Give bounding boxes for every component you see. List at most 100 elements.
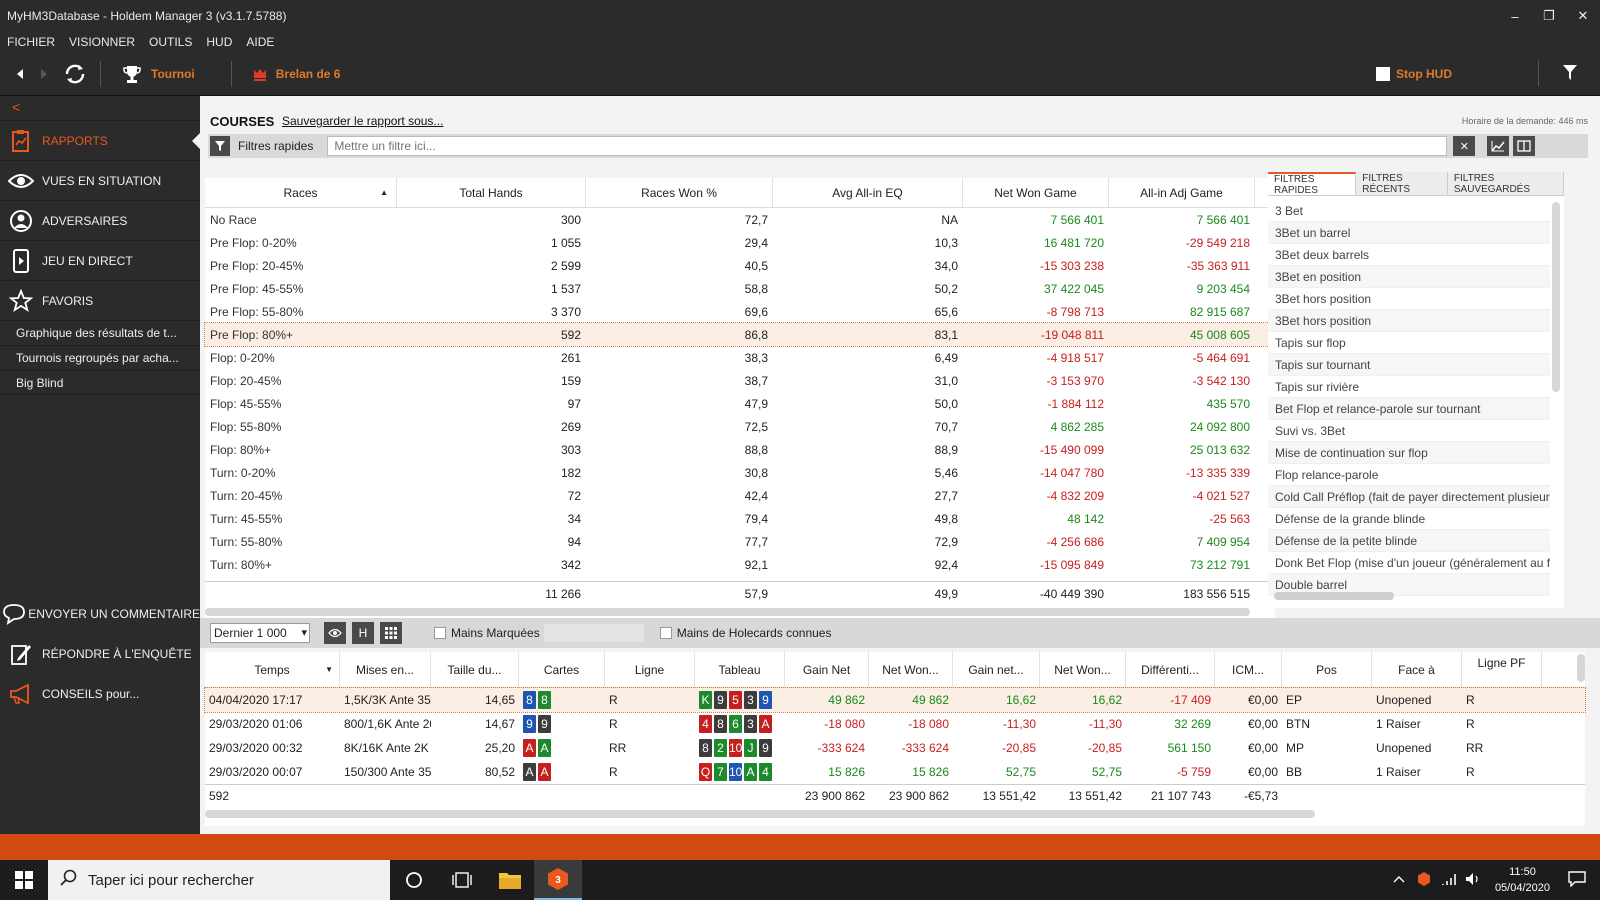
sidebar-item-commentaire[interactable]: ENVOYER UN COMMENTAIRE: [0, 594, 200, 634]
clear-filter-icon[interactable]: ✕: [1453, 136, 1476, 156]
menu-hud[interactable]: HUD: [206, 35, 233, 49]
stop-hud-label[interactable]: Stop HUD: [1396, 67, 1452, 81]
table-row[interactable]: Turn: 55-80% 94 77,7 72,9 -4 256 686 7 409 95…: [205, 530, 1275, 553]
layout-toggle-icon[interactable]: [1513, 136, 1536, 156]
column-header-net-won[interactable]: Net Won...: [869, 652, 953, 687]
windows-start-icon[interactable]: [0, 860, 48, 900]
column-header-races-won[interactable]: Races Won %: [586, 178, 773, 207]
file-explorer-icon[interactable]: [486, 860, 534, 900]
column-header-taille[interactable]: Taille du...: [431, 652, 519, 687]
vertical-scrollbar[interactable]: [1552, 202, 1560, 392]
menu-visionner[interactable]: VISIONNER: [69, 35, 136, 49]
column-header-cartes[interactable]: Cartes: [519, 652, 605, 687]
grid-view-icon[interactable]: [380, 622, 402, 644]
wifi-icon[interactable]: [1441, 872, 1457, 889]
table-row[interactable]: Pre Flop: 20-45% 2 599 40,5 34,0 -15 303 238…: [205, 254, 1275, 277]
quick-filter-item[interactable]: 3Bet un barrel: [1268, 222, 1550, 244]
quick-filter-item[interactable]: Donk Bet Flop (mise d'un joueur (général…: [1268, 552, 1550, 574]
quick-filter-item[interactable]: 3Bet deux barrels: [1268, 244, 1550, 266]
sidebar-item-enquete[interactable]: RÉPONDRE À L'ENQUÊTE: [0, 634, 200, 674]
maximize-icon[interactable]: ❐: [1543, 8, 1555, 23]
filter-input[interactable]: [327, 136, 1448, 156]
eye-toggle-icon[interactable]: [324, 622, 346, 644]
tray-chevron-up-icon[interactable]: [1393, 874, 1405, 886]
table-row[interactable]: No Race 300 72,7 NA 7 566 401 7 566 401: [205, 208, 1275, 231]
sidebar-item-vues[interactable]: VUES EN SITUATION: [0, 160, 200, 200]
quick-filter-item[interactable]: Flop relance-parole: [1268, 464, 1550, 486]
table-row[interactable]: Flop: 0-20% 261 38,3 6,49 -4 918 517 -5 464 6…: [205, 346, 1275, 369]
horizontal-scrollbar[interactable]: [205, 810, 1315, 818]
tab-filtres-sauvegardes[interactable]: FILTRES SAUVEGARDÉS: [1447, 172, 1564, 195]
table-row[interactable]: Turn: 0-20% 182 30,8 5,46 -14 047 780 -13 335…: [205, 461, 1275, 484]
menu-aide[interactable]: AIDE: [246, 35, 275, 49]
tab-filtres-rapides[interactable]: FILTRES RAPIDES: [1268, 172, 1357, 196]
quick-filter-item[interactable]: 3 Bet: [1268, 200, 1550, 222]
favorite-item[interactable]: Tournois regroupés par acha...: [0, 345, 200, 370]
table-row[interactable]: Pre Flop: 55-80% 3 370 69,6 65,6 -8 798 713 8…: [205, 300, 1275, 323]
filter-funnel-icon[interactable]: [1562, 64, 1578, 82]
table-row[interactable]: Pre Flop: 45-55% 1 537 58,8 50,2 37 422 045 9…: [205, 277, 1275, 300]
stop-hud-checkbox[interactable]: [1376, 67, 1390, 81]
horizontal-scrollbar[interactable]: [205, 608, 1250, 616]
quick-filter-item[interactable]: Tapis sur rivière: [1268, 376, 1550, 398]
volume-icon[interactable]: [1465, 872, 1481, 889]
quick-filter-item[interactable]: 3Bet hors position: [1268, 310, 1550, 332]
horizontal-scrollbar[interactable]: [1274, 592, 1394, 600]
quick-filter-item[interactable]: Double barrel: [1268, 574, 1550, 596]
quick-filter-item[interactable]: 3Bet en position: [1268, 266, 1550, 288]
clock[interactable]: 11:50 05/04/2020: [1495, 864, 1550, 896]
hand-row[interactable]: 04/04/2020 17:17 1,5K/3K Ante 35 14,65 8 8 R K…: [204, 687, 1586, 713]
marked-hands-checkbox[interactable]: [434, 627, 446, 639]
sidebar-item-favoris[interactable]: FAVORIS: [0, 280, 200, 320]
column-header-ligne[interactable]: Ligne: [605, 652, 695, 687]
sidebar-item-adversaires[interactable]: ADVERSAIRES: [0, 200, 200, 240]
column-header-gain-net-bb[interactable]: Gain net...: [953, 652, 1040, 687]
favorite-item[interactable]: Graphique des résultats de t...: [0, 320, 200, 345]
column-header-pos[interactable]: Pos: [1282, 652, 1372, 687]
table-row[interactable]: Pre Flop: 0-20% 1 055 29,4 10,3 16 481 720 -2…: [205, 231, 1275, 254]
quick-filter-item[interactable]: Bet Flop et relance-parole sur tournant: [1268, 398, 1550, 420]
sidebar-item-conseils[interactable]: CONSEILS pour...: [0, 674, 200, 714]
quick-filter-item[interactable]: Tapis sur tournant: [1268, 354, 1550, 376]
marked-hands-field[interactable]: [543, 624, 644, 642]
refresh-icon[interactable]: [62, 62, 88, 86]
column-header-avg-allin-eq[interactable]: Avg All-in EQ: [773, 178, 963, 207]
column-header-net-won-game[interactable]: Net Won Game: [963, 178, 1109, 207]
taskbar-search[interactable]: Taper ici pour rechercher: [48, 860, 390, 900]
table-row[interactable]: Flop: 20-45% 159 38,7 31,0 -3 153 970 -3 542 …: [205, 369, 1275, 392]
minimize-icon[interactable]: –: [1511, 8, 1519, 24]
quick-filter-item[interactable]: Cold Call Préflop (fait de payer directe…: [1268, 486, 1550, 508]
column-header-difference[interactable]: Différenti...: [1126, 652, 1215, 687]
column-header-mises[interactable]: Mises en...: [340, 652, 431, 687]
sidebar-item-jeu-direct[interactable]: JEU EN DIRECT: [0, 240, 200, 280]
notifications-icon[interactable]: [1568, 870, 1586, 890]
task-view-icon[interactable]: [438, 860, 486, 900]
menu-fichier[interactable]: FICHIER: [7, 35, 55, 49]
hand-row[interactable]: 29/03/2020 00:32 8K/16K Ante 2K 25,20 A A RR 8…: [205, 736, 1585, 760]
cortana-icon[interactable]: [390, 860, 438, 900]
column-header-ligne-pf[interactable]: Ligne PF: [1462, 652, 1542, 687]
forward-arrow-icon[interactable]: [36, 68, 52, 80]
close-icon[interactable]: ✕: [1577, 8, 1589, 23]
h-button[interactable]: H: [352, 622, 374, 644]
column-header-allin-adj-game[interactable]: All-in Adj Game: [1109, 178, 1255, 207]
sidebar-item-rapports[interactable]: RAPPORTS: [0, 120, 200, 160]
hand-range-select[interactable]: Dernier 1 000: [210, 623, 310, 643]
sidebar-collapse-button[interactable]: <: [12, 99, 21, 115]
menu-outils[interactable]: OUTILS: [149, 35, 193, 49]
holecards-checkbox[interactable]: [659, 627, 672, 639]
holdem-manager-app-icon[interactable]: 3: [534, 860, 582, 900]
tournament-label[interactable]: Tournoi: [151, 66, 195, 81]
column-header-races[interactable]: Races ▲: [205, 178, 397, 207]
table-row[interactable]: Flop: 55-80% 269 72,5 70,7 4 862 285 24 092 8…: [205, 415, 1275, 438]
column-header-temps[interactable]: Temps ▼: [205, 652, 340, 687]
column-header-total-hands[interactable]: Total Hands: [397, 178, 586, 207]
quick-filter-item[interactable]: Mise de continuation sur flop: [1268, 442, 1550, 464]
column-header-tableau[interactable]: Tableau: [695, 652, 785, 687]
hand-row[interactable]: 29/03/2020 01:06 800/1,6K Ante 20 14,67 9 9 R…: [205, 712, 1585, 736]
tab-filtres-recents[interactable]: FILTRES RÉCENTS: [1356, 172, 1448, 195]
quick-filter-item[interactable]: Défense de la petite blinde: [1268, 530, 1550, 552]
table-row[interactable]: Turn: 20-45% 72 42,4 27,7 -4 832 209 -4 021 5…: [205, 484, 1275, 507]
hand-row[interactable]: 29/03/2020 00:07 150/300 Ante 35 80,52 A A R Q…: [205, 760, 1585, 784]
column-header-gain-net[interactable]: Gain Net: [785, 652, 869, 687]
